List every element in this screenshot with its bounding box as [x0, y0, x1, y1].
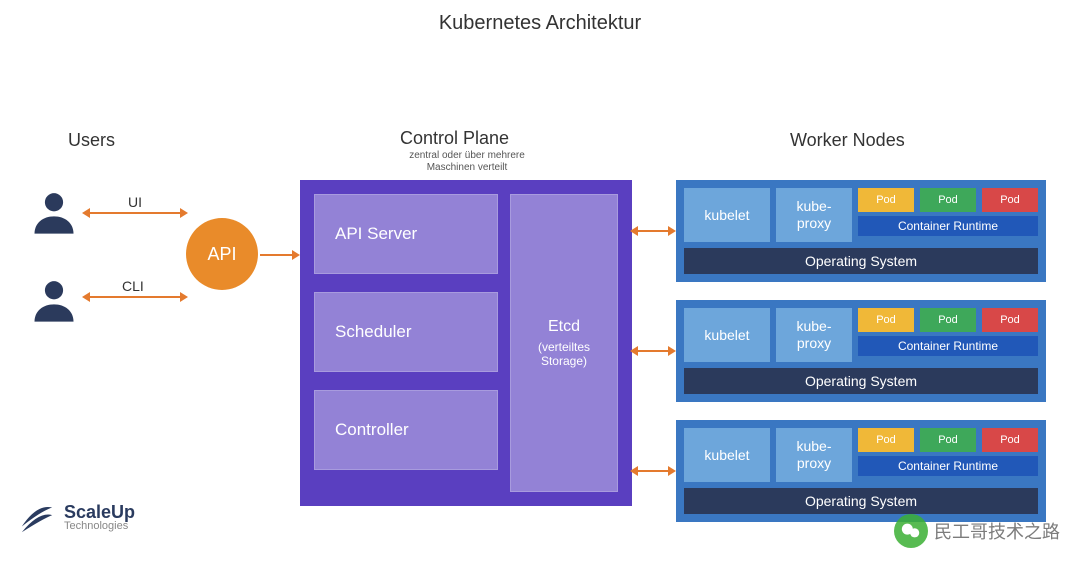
user-icon — [28, 274, 80, 331]
etcd-sublabel: (verteiltesStorage) — [538, 340, 590, 368]
connector-arrow — [260, 254, 294, 256]
etcd-label: Etcd — [548, 318, 580, 336]
scheduler-box: Scheduler — [314, 292, 498, 372]
kubelet-box: kubelet — [684, 308, 770, 362]
control-plane-sublabel: zentral oder über mehrereMaschinen verte… — [402, 150, 532, 174]
container-runtime-box: Container Runtime — [858, 216, 1038, 236]
users-label: Users — [68, 130, 115, 151]
worker-node: kubeletkube-proxyPodPodPodContainer Runt… — [676, 420, 1046, 522]
cli-label: CLI — [122, 278, 144, 294]
container-runtime-box: Container Runtime — [858, 456, 1038, 476]
worker-nodes-label: Worker Nodes — [790, 130, 905, 151]
api-node: API — [186, 218, 258, 290]
pod-box: Pod — [858, 188, 914, 212]
kubelet-box: kubelet — [684, 428, 770, 482]
worker-node: kubeletkube-proxyPodPodPodContainer Runt… — [676, 300, 1046, 402]
scaleup-logo: ScaleUp Technologies — [18, 498, 135, 536]
connector-arrow — [88, 212, 182, 214]
pod-box: Pod — [858, 428, 914, 452]
ui-label: UI — [128, 194, 142, 210]
pod-box: Pod — [920, 188, 976, 212]
watermark: 民工哥技术之路 — [894, 514, 1060, 548]
os-box: Operating System — [684, 488, 1038, 514]
wechat-icon — [894, 514, 928, 548]
worker-node: kubeletkube-proxyPodPodPodContainer Runt… — [676, 180, 1046, 282]
watermark-text: 民工哥技术之路 — [934, 518, 1060, 544]
pod-box: Pod — [982, 428, 1038, 452]
kube-proxy-box: kube-proxy — [776, 308, 852, 362]
pod-box: Pod — [920, 308, 976, 332]
etcd-box: Etcd (verteiltesStorage) — [510, 194, 618, 492]
control-plane-box: API Server Scheduler Controller Etcd (ve… — [300, 180, 632, 506]
logo-sub-text: Technologies — [64, 521, 135, 532]
connector-arrow — [636, 470, 670, 472]
os-box: Operating System — [684, 368, 1038, 394]
kube-proxy-box: kube-proxy — [776, 428, 852, 482]
kube-proxy-box: kube-proxy — [776, 188, 852, 242]
os-box: Operating System — [684, 248, 1038, 274]
connector-arrow — [88, 296, 182, 298]
container-runtime-box: Container Runtime — [858, 336, 1038, 356]
pod-box: Pod — [982, 308, 1038, 332]
logo-main-text: ScaleUp — [64, 503, 135, 521]
kubelet-box: kubelet — [684, 188, 770, 242]
control-plane-label: Control Plane — [400, 128, 509, 149]
api-server-box: API Server — [314, 194, 498, 274]
pod-box: Pod — [982, 188, 1038, 212]
user-icon — [28, 186, 80, 243]
diagram-title: Kubernetes Architektur — [0, 12, 1080, 35]
connector-arrow — [636, 350, 670, 352]
connector-arrow — [636, 230, 670, 232]
pod-box: Pod — [920, 428, 976, 452]
pod-box: Pod — [858, 308, 914, 332]
controller-box: Controller — [314, 390, 498, 470]
